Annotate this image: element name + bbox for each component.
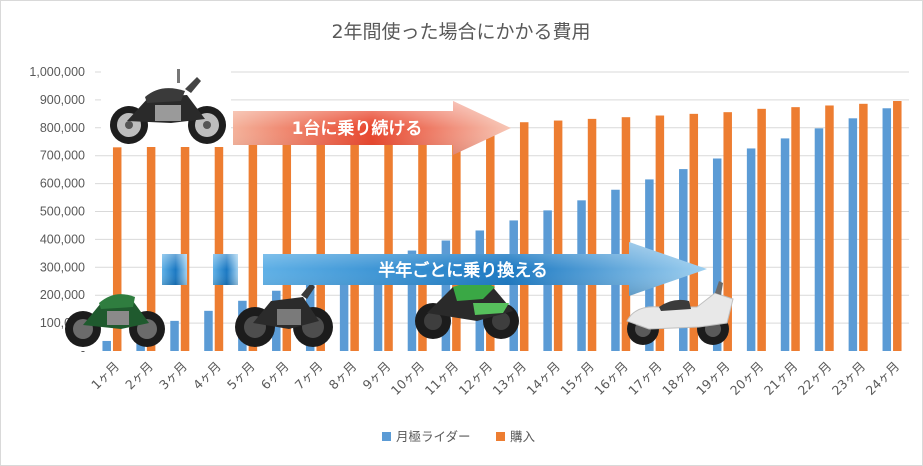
bar-purchase [452, 128, 461, 351]
x-tick-label: 12ヶ月 [456, 359, 496, 399]
x-tick-label: 11ヶ月 [422, 359, 462, 399]
annotation-keep-one-label: 1台に乗り続ける [292, 118, 423, 139]
bar-purchase [248, 139, 258, 351]
bar-purchase [859, 103, 868, 351]
bar-purchase [519, 122, 529, 351]
y-tick-label: 200,000 [40, 288, 85, 302]
x-tick-label: 19ヶ月 [693, 359, 733, 399]
bar-purchase [553, 120, 563, 352]
annotation-switch-label: 半年ごとに乗り換える [378, 260, 548, 281]
x-tick-label: 20ヶ月 [727, 359, 767, 399]
y-tick-label: 1,000,000 [29, 65, 85, 79]
x-tick-label: 14ヶ月 [523, 359, 563, 399]
motorcycle-image-classic [101, 67, 231, 147]
bar-monthly-rider [712, 158, 722, 351]
bar-monthly-rider [407, 250, 417, 351]
legend-label-purchase: 購入 [510, 429, 536, 444]
bar-purchase [621, 117, 631, 351]
bar-purchase [587, 118, 597, 351]
y-tick-label: - [81, 344, 85, 358]
legend-swatch-purchase [496, 432, 505, 441]
bar-purchase [214, 141, 224, 351]
legend: 月極ライダー 購入 [382, 429, 536, 444]
bar-purchase [180, 143, 190, 351]
bar-purchase [316, 135, 325, 351]
y-tick-label: 600,000 [40, 177, 85, 191]
x-tick-label: 15ヶ月 [557, 359, 597, 399]
bar-purchase [655, 115, 665, 351]
bar-monthly-rider [509, 220, 518, 351]
bar-purchase [112, 147, 122, 351]
x-tick-label: 4ヶ月 [190, 359, 224, 393]
motorcycle-image-cruiser [235, 283, 333, 347]
x-tick-label: 3ヶ月 [156, 359, 190, 393]
chart-title: 2年間使った場合にかかる費用 [331, 21, 590, 43]
bar-monthly-rider [746, 148, 756, 351]
bar-monthly-rider [373, 260, 383, 351]
legend-label-monthly-rider: 月極ライダー [396, 429, 471, 444]
bar-purchase [791, 107, 800, 352]
y-tick-label: 300,000 [40, 260, 85, 274]
bar-purchase [723, 112, 732, 352]
bar-monthly-rider [339, 270, 349, 351]
y-tick-label: 500,000 [40, 205, 85, 219]
x-tick-label: 1ヶ月 [88, 359, 122, 393]
motorcycle-image-sport-green [415, 279, 519, 339]
bar-purchase [825, 105, 834, 351]
x-axis-tick-labels: 1ヶ月 2ヶ月 3ヶ月 4ヶ月 5ヶ月 6ヶ月 7ヶ月 8ヶ月 9ヶ月10ヶ月11ヶ月12ヶ月1… [88, 359, 902, 399]
bar-purchase [486, 127, 495, 351]
x-tick-label: 13ヶ月 [490, 359, 530, 399]
y-tick-label: 700,000 [40, 149, 85, 163]
bar-monthly-rider [204, 310, 213, 351]
x-tick-label: 24ヶ月 [863, 359, 903, 399]
y-tick-label: 800,000 [40, 121, 85, 135]
bar-purchase [689, 113, 699, 351]
x-tick-label: 23ヶ月 [829, 359, 869, 399]
annotation-arrow-switch: 半年ごとに乗り換える [162, 242, 707, 296]
bar-monthly-rider [882, 108, 892, 352]
bar-monthly-rider [814, 128, 824, 351]
bar-monthly-rider [679, 169, 688, 351]
bar-purchase [418, 130, 427, 351]
legend-swatch-monthly-rider [382, 432, 391, 441]
x-tick-label: 16ヶ月 [591, 359, 631, 399]
y-tick-label: 900,000 [40, 93, 85, 107]
x-tick-label: 2ヶ月 [122, 359, 156, 393]
motorcycle-image-green-retro [65, 294, 165, 347]
y-tick-label: 400,000 [40, 232, 85, 246]
bar-purchase [384, 132, 393, 351]
x-tick-label: 6ヶ月 [258, 359, 292, 393]
x-tick-label: 18ヶ月 [659, 359, 699, 399]
bar-monthly-rider [170, 320, 179, 351]
x-tick-label: 5ヶ月 [224, 359, 258, 393]
bar-monthly-rider [102, 340, 111, 351]
x-tick-label: 10ヶ月 [388, 359, 428, 399]
x-tick-label: 22ヶ月 [795, 359, 835, 399]
motorcycle-image-scooter [626, 281, 734, 345]
x-tick-label: 21ヶ月 [761, 359, 801, 399]
bar-purchase [757, 108, 766, 351]
x-tick-label: 7ヶ月 [292, 359, 326, 393]
bar-purchase [350, 133, 359, 351]
x-tick-label: 8ヶ月 [326, 359, 360, 393]
bar-purchase [282, 137, 292, 351]
bar-purchase [146, 145, 156, 351]
bar-monthly-rider [848, 118, 858, 352]
bar-monthly-rider [780, 138, 790, 351]
x-tick-label: 17ヶ月 [625, 359, 665, 399]
annotation-arrow-keep-one: 1台に乗り続ける [233, 101, 511, 155]
bar-purchase [893, 101, 902, 352]
